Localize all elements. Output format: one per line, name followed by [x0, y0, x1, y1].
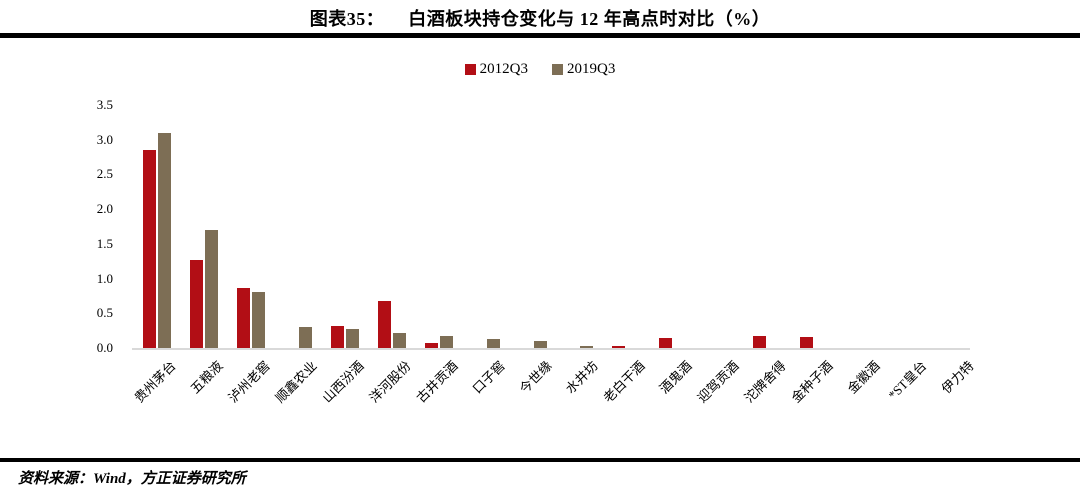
x-axis-label: 山西汾酒 [319, 358, 367, 406]
x-axis-label: 金徽酒 [844, 358, 883, 397]
x-axis-label: 今世缘 [516, 358, 555, 397]
y-axis-tick-label: 3.0 [96, 131, 113, 147]
chart-legend: 2012Q3 2019Q3 [0, 61, 1080, 78]
x-axis-line [132, 348, 970, 350]
x-axis-label: 古井贡酒 [413, 358, 461, 406]
bar-2019Q3-水井坊 [580, 345, 594, 348]
legend-swatch-icon [464, 64, 476, 75]
bar-2019Q3-古井贡酒 [439, 336, 453, 348]
x-axis-label: 口子窖 [469, 358, 508, 397]
bar-2019Q3-洋河股份 [392, 332, 406, 348]
legend-label: 2012Q3 [479, 61, 528, 77]
bar-2012Q3-贵州茅台 [143, 150, 157, 348]
chart-title-row: 图表35： 白酒板块持仓变化与 12 年高点时对比（%） [0, 5, 1080, 31]
figure-number-label: 图表35： [309, 9, 385, 29]
bar-2019Q3-五粮液 [205, 229, 219, 348]
bottom-divider-rule [0, 458, 1080, 462]
x-axis-label: 迎驾贡酒 [694, 358, 742, 406]
x-axis-label: 洋河股份 [366, 358, 414, 406]
x-axis-label: 伊力特 [938, 358, 977, 397]
y-axis-tick-label: 0.0 [96, 340, 113, 355]
legend-item-2012Q3: 2012Q3 [464, 61, 528, 78]
top-divider-rule [0, 33, 1080, 38]
bar-2012Q3-酒鬼酒 [659, 337, 673, 348]
bar-2019Q3-口子窖 [486, 338, 500, 348]
x-axis-label: *ST皇台 [885, 358, 930, 403]
bar-2012Q3-古井贡酒 [424, 343, 438, 348]
x-axis-label: 老白干酒 [600, 358, 649, 406]
bar-2019Q3-今世缘 [533, 341, 547, 348]
page-title: 白酒板块持仓变化与 12 年高点时对比（%） [408, 9, 771, 29]
y-axis-tick-label: 2.5 [96, 166, 113, 182]
y-axis-tick-label: 1.0 [96, 270, 113, 286]
data-source-note: 资料来源：Wind，方正证券研究所 [18, 471, 246, 487]
x-axis-label: 贵州茅台 [131, 358, 180, 406]
bar-2012Q3-五粮液 [190, 259, 204, 348]
x-axis-label: 金种子酒 [788, 358, 836, 406]
bar-2012Q3-老白干酒 [612, 346, 626, 348]
bar-2012Q3-金种子酒 [799, 336, 813, 348]
bar-2019Q3-顺鑫农业 [299, 327, 313, 348]
x-axis-label: 顺鑫农业 [272, 358, 320, 406]
y-axis-tick-label: 2.0 [96, 201, 113, 217]
bar-2012Q3-泸州老窖 [237, 288, 251, 348]
x-axis-label: 沱牌舍得 [741, 358, 789, 406]
y-axis-tick-label: 0.5 [96, 305, 113, 321]
x-axis-label: 泸州老窖 [225, 358, 273, 406]
legend-swatch-icon [552, 64, 563, 75]
legend-label: 2019Q3 [567, 61, 616, 77]
bar-2019Q3-山西汾酒 [346, 328, 359, 348]
x-axis-label: 水井坊 [562, 358, 602, 397]
bar-2012Q3-山西汾酒 [331, 325, 344, 348]
x-axis-label: 五粮液 [187, 358, 227, 397]
y-axis-tick-label: 3.5 [96, 97, 113, 112]
x-axis-label: 酒鬼酒 [656, 358, 695, 397]
bar-2012Q3-沱牌舍得 [753, 336, 766, 348]
legend-item-2019Q3: 2019Q3 [552, 61, 615, 78]
bar-2012Q3-洋河股份 [377, 301, 391, 348]
bar-2019Q3-贵州茅台 [158, 132, 172, 348]
y-axis-tick-label: 1.5 [96, 235, 113, 251]
bar-2019Q3-泸州老窖 [252, 292, 266, 348]
